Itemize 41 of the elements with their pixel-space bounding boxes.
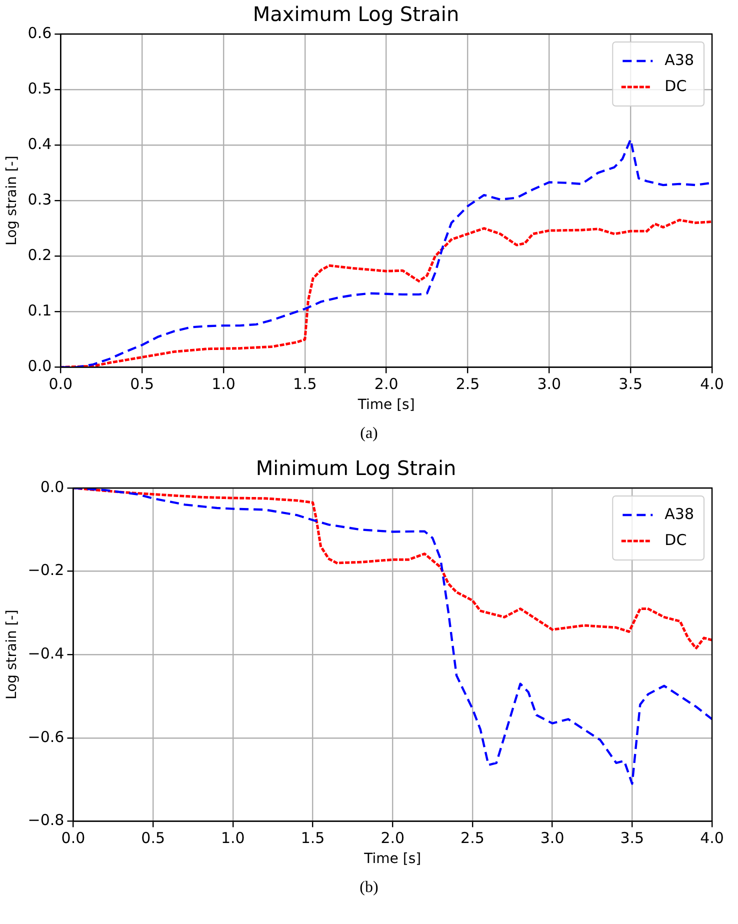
y-tick-label: 0.4	[28, 134, 52, 153]
x-tick-label: 3.5	[620, 829, 644, 848]
y-tick-label: 0.5	[28, 79, 52, 98]
x-tick-label: 1.5	[292, 375, 317, 394]
x-tick-label: 1.0	[212, 375, 236, 394]
legend-label: A38	[664, 504, 694, 523]
y-tick-label: −0.4	[28, 644, 64, 662]
y-tick-label: 0.6	[28, 24, 52, 42]
x-tick-label: 0.0	[61, 829, 86, 848]
chart-title: Maximum Log Strain	[252, 2, 460, 26]
y-tick-label: 0.2	[28, 246, 52, 264]
x-tick-label: 4.0	[700, 375, 724, 394]
y-tick-label: 0.0	[40, 478, 64, 496]
legend-label: A38	[664, 50, 694, 69]
x-tick-label: 0.5	[141, 829, 165, 848]
legend-label: DC	[664, 76, 687, 95]
y-tick-label: 0.3	[28, 190, 52, 208]
y-axis-title: Log strain [-]	[4, 156, 20, 246]
x-tick-label: 2.5	[456, 375, 480, 394]
x-tick-label: 3.0	[537, 375, 562, 394]
x-tick-label: 3.5	[618, 375, 643, 394]
x-axis-title: Time [s]	[356, 397, 415, 414]
x-tick-label: 1.0	[220, 829, 245, 848]
x-tick-label: 3.0	[540, 829, 564, 848]
x-tick-label: 2.0	[374, 375, 398, 394]
x-tick-label: 2.5	[460, 829, 484, 848]
y-axis-title: Log strain [-]	[4, 610, 20, 700]
x-tick-label: 2.0	[380, 829, 405, 848]
x-axis-title: Time [s]	[363, 851, 422, 868]
y-tick-label: −0.2	[28, 561, 64, 580]
chart-title: Minimum Log Strain	[256, 456, 456, 480]
x-tick-label: 1.5	[300, 829, 325, 848]
text: (b)	[358, 878, 380, 898]
legend-label: DC	[664, 530, 687, 549]
y-tick-label: 0.1	[28, 302, 52, 320]
x-tick-label: 4.0	[700, 829, 724, 848]
y-tick-label: 0.0	[28, 357, 52, 376]
x-tick-label: 0.5	[130, 375, 154, 394]
y-tick-label: −0.8	[28, 811, 64, 830]
y-tick-label: −0.6	[28, 728, 64, 746]
text: (a)	[359, 424, 379, 444]
